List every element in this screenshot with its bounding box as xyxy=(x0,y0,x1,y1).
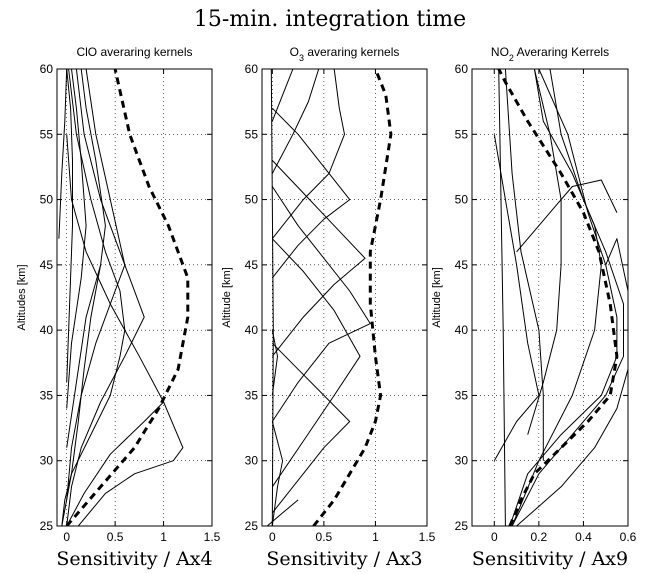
series-line-4 xyxy=(66,69,106,448)
series-line-1 xyxy=(511,69,624,526)
y-axis-label: Altitude [km] xyxy=(431,267,443,328)
panel-title: O3 averaring kernels xyxy=(290,45,400,63)
y-tick-label: 55 xyxy=(455,127,469,141)
series-group xyxy=(266,69,393,526)
plot-frame xyxy=(56,68,213,527)
x-tick-label: 0.5 xyxy=(107,530,124,544)
series-group xyxy=(58,69,190,526)
y-tick-label: 50 xyxy=(40,193,54,207)
series-group xyxy=(493,69,628,526)
series-line-5 xyxy=(527,69,562,435)
plot-frame xyxy=(471,68,629,527)
series-line-11 xyxy=(271,330,278,396)
x-axis-label: Sensitivity / Ax3 xyxy=(266,548,422,570)
series-line-4 xyxy=(511,69,602,526)
x-tick-label: 0.4 xyxy=(575,530,592,544)
series-line-5 xyxy=(66,69,87,409)
series-line-3 xyxy=(271,186,371,422)
x-tick-label: 0.5 xyxy=(316,530,333,544)
panel-title: ClO averaring kernels xyxy=(76,45,192,59)
series-line-dashed xyxy=(312,69,393,526)
series-line-10 xyxy=(498,69,506,526)
y-tick-label: 45 xyxy=(245,258,259,272)
series-line-5 xyxy=(271,107,351,279)
series-line-6 xyxy=(66,69,73,383)
series-line-6 xyxy=(271,69,345,240)
series-line-9 xyxy=(77,401,184,526)
panel-1: 0 0.5 1 1.5 25 30 35 40 45 50 55 60 ClO averaring ke… xyxy=(16,45,221,570)
panels: 0 0.5 1 1.5 25 30 35 40 45 50 55 60 ClO averaring ke… xyxy=(16,45,637,570)
y-tick-label: 50 xyxy=(245,193,259,207)
x-axis-label: Sensitivity / Ax4 xyxy=(56,548,212,570)
series-line-8 xyxy=(271,69,294,122)
series-line-10 xyxy=(61,264,102,526)
y-tick-label: 60 xyxy=(455,62,469,76)
series-line-12 xyxy=(270,69,274,526)
series-line-9 xyxy=(271,421,284,526)
y-tick-label: 25 xyxy=(455,519,469,533)
x-tick-label: 0 xyxy=(63,530,70,544)
y-axis-label: Altitude [km] xyxy=(221,267,233,328)
series-line-9 xyxy=(516,179,618,253)
series-line-4 xyxy=(271,160,366,357)
y-tick-label: 30 xyxy=(40,454,54,468)
panel-2: 0 0.5 1 1.5 25 30 35 40 45 50 55 60 O3 averaring ker… xyxy=(221,45,436,570)
y-tick-label: 35 xyxy=(40,388,54,402)
series-line-1 xyxy=(66,134,165,526)
y-tick-label: 25 xyxy=(245,519,259,533)
y-tick-label: 60 xyxy=(245,62,259,76)
series-line-3 xyxy=(66,69,126,500)
x-tick-label: 0.2 xyxy=(531,530,548,544)
y-tick-label: 40 xyxy=(455,323,469,337)
series-line-3 xyxy=(516,369,628,526)
y-tick-label: 25 xyxy=(40,519,54,533)
series-line-1 xyxy=(271,342,351,514)
y-tick-label: 35 xyxy=(455,388,469,402)
y-tick-label: 35 xyxy=(245,388,259,402)
x-tick-label: 0 xyxy=(491,530,498,544)
panel-3: 0 0.2 0.4 0.6 25 30 35 40 45 50 55 60 NO2 Averaring … xyxy=(431,45,637,570)
y-tick-label: 60 xyxy=(40,62,54,76)
series-line-dashed xyxy=(65,69,190,526)
x-axis-label: Sensitivity / Ax9 xyxy=(472,548,628,570)
x-tick-label: 0 xyxy=(269,530,276,544)
x-tick-label: 0.6 xyxy=(620,530,637,544)
x-tick-label: 1 xyxy=(160,530,167,544)
series-line-6 xyxy=(493,134,540,461)
series-line-dashed xyxy=(497,69,619,526)
series-line-7 xyxy=(504,69,544,461)
y-tick-label: 30 xyxy=(455,454,469,468)
series-line-2 xyxy=(66,69,145,526)
x-tick-label: 1.5 xyxy=(419,530,436,544)
y-tick-label: 40 xyxy=(40,323,54,337)
y-axis-label: Altitudes [km] xyxy=(16,264,28,330)
plot-frame xyxy=(261,68,428,527)
series-line-7 xyxy=(271,69,320,174)
series-line-7 xyxy=(58,69,68,239)
y-tick-label: 55 xyxy=(40,127,54,141)
x-tick-label: 1 xyxy=(372,530,379,544)
y-tick-label: 50 xyxy=(455,193,469,207)
panel-title: NO2 Averaring Kerrels xyxy=(491,45,609,63)
figure-title: 15-min. integration time xyxy=(194,7,466,32)
y-tick-label: 45 xyxy=(455,258,469,272)
series-line-8 xyxy=(605,238,628,292)
y-tick-label: 55 xyxy=(245,127,259,141)
y-tick-label: 45 xyxy=(40,258,54,272)
y-tick-label: 30 xyxy=(245,454,259,468)
y-tick-label: 40 xyxy=(245,323,259,337)
series-line-2 xyxy=(509,69,618,526)
series-line-2 xyxy=(271,238,361,488)
x-tick-label: 1.5 xyxy=(204,530,221,544)
